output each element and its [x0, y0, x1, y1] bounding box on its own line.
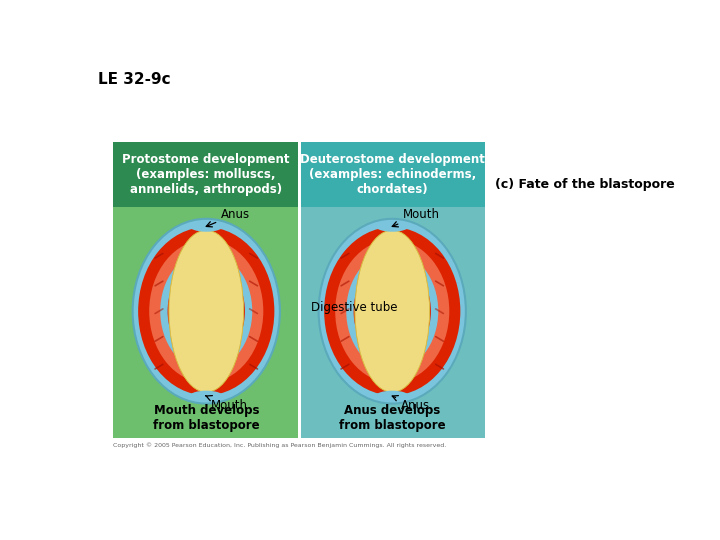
Text: Protostome development
(examples: molluscs,
annnelids, arthropods): Protostome development (examples: mollus… — [122, 153, 290, 196]
Ellipse shape — [319, 219, 466, 403]
Ellipse shape — [169, 231, 243, 392]
Ellipse shape — [324, 227, 460, 395]
Ellipse shape — [138, 227, 274, 395]
Ellipse shape — [149, 240, 264, 383]
Ellipse shape — [346, 252, 438, 370]
Ellipse shape — [169, 231, 243, 392]
Ellipse shape — [355, 231, 429, 392]
Ellipse shape — [132, 219, 280, 403]
Bar — [113, 142, 297, 207]
Text: Deuterostome development
(examples: echinoderms,
chordates): Deuterostome development (examples: echi… — [300, 153, 485, 196]
Text: Mouth: Mouth — [205, 396, 248, 413]
Text: Mouth develops
from blastopore: Mouth develops from blastopore — [153, 404, 260, 432]
Bar — [113, 207, 297, 438]
Text: Anus: Anus — [206, 208, 251, 227]
Ellipse shape — [189, 221, 223, 232]
Ellipse shape — [189, 390, 223, 402]
Bar — [301, 142, 485, 207]
Text: Anus develops
from blastopore: Anus develops from blastopore — [339, 404, 446, 432]
Ellipse shape — [355, 231, 429, 392]
Text: Copyright © 2005 Pearson Education, Inc. Publishing as Pearson Benjamin Cummings: Copyright © 2005 Pearson Education, Inc.… — [113, 442, 446, 448]
Text: (c) Fate of the blastopore: (c) Fate of the blastopore — [495, 178, 675, 191]
Ellipse shape — [161, 252, 252, 370]
Text: Digestive tube: Digestive tube — [311, 301, 397, 314]
Ellipse shape — [336, 240, 449, 383]
Text: LE 32-9c: LE 32-9c — [98, 72, 171, 87]
Text: Anus: Anus — [392, 396, 430, 413]
Ellipse shape — [354, 260, 431, 362]
Ellipse shape — [376, 390, 409, 402]
Ellipse shape — [168, 260, 245, 362]
Text: Mouth: Mouth — [392, 208, 440, 227]
Bar — [301, 207, 485, 438]
Ellipse shape — [376, 221, 409, 232]
